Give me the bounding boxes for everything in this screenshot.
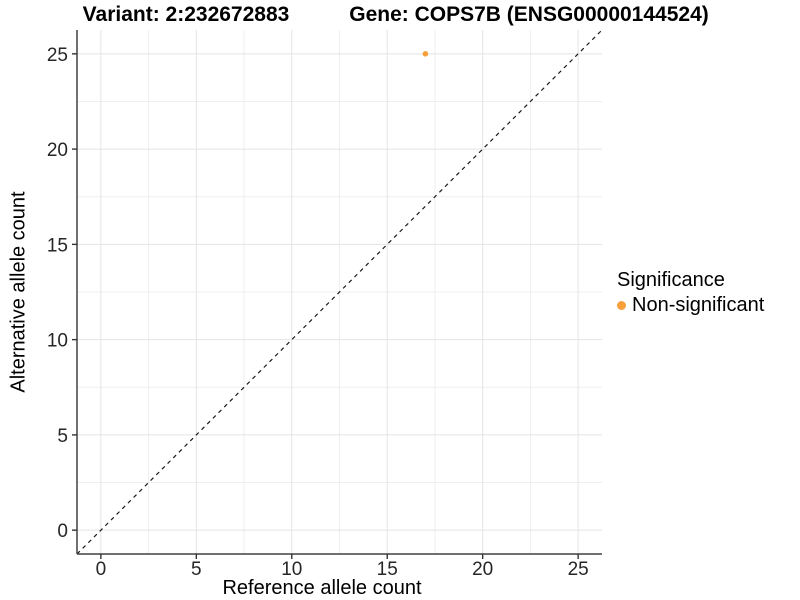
y-tick-label: 20 xyxy=(47,140,68,161)
y-axis-title: Alternative allele count xyxy=(7,191,30,393)
legend: Significance Non-significant xyxy=(617,269,764,316)
gene-title: Gene: COPS7B (ENSG00000144524) xyxy=(349,3,709,26)
variant-title: Variant: 2:232672883 xyxy=(82,3,290,26)
x-tick-label: 20 xyxy=(472,559,493,580)
legend-item-non-significant: Non-significant xyxy=(617,294,764,316)
data-point xyxy=(422,51,429,57)
y-tick-label: 0 xyxy=(57,521,68,542)
y-tick-label: 15 xyxy=(47,235,68,256)
x-tick-label: 25 xyxy=(568,559,589,580)
y-tick-label: 25 xyxy=(47,45,68,66)
x-axis-title: Reference allele count xyxy=(222,577,422,599)
legend-title: Significance xyxy=(617,269,725,291)
y-tick-label: 10 xyxy=(47,331,68,352)
x-tick-label: 5 xyxy=(191,559,202,580)
legend-point-swatch xyxy=(617,300,626,310)
x-tick-label: 15 xyxy=(377,559,398,580)
x-tick-label: 0 xyxy=(96,559,107,580)
identity-line xyxy=(76,29,603,555)
legend-item-label: Non-significant xyxy=(632,294,765,316)
y-tick-label: 5 xyxy=(57,426,68,447)
x-tick-label: 10 xyxy=(281,559,302,580)
